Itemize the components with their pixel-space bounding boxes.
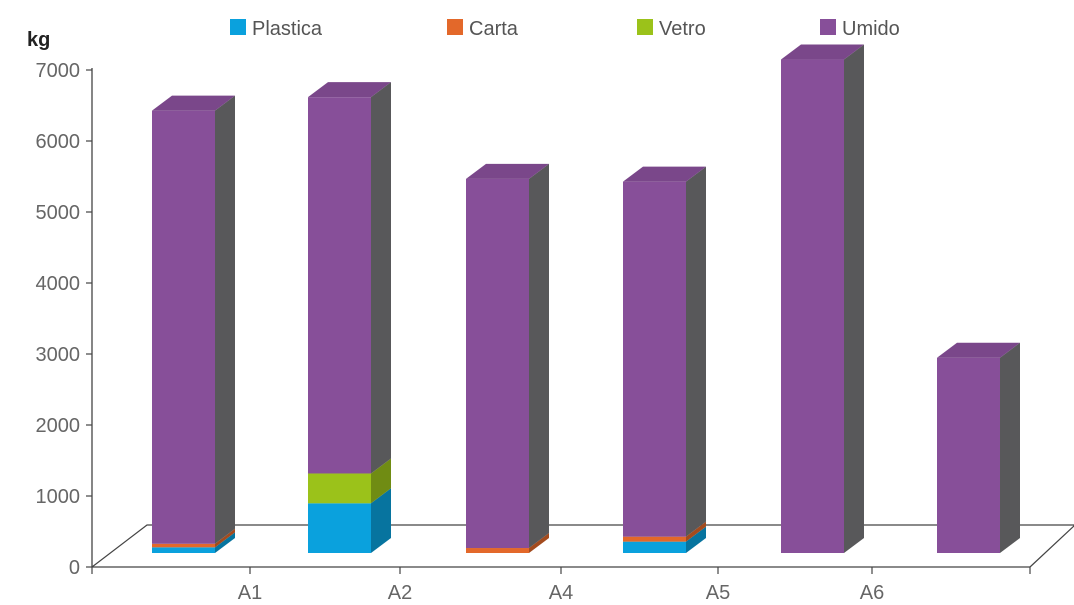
bar-carta-a5 [623, 536, 686, 542]
y-tick-label-4000: 4000 [36, 273, 81, 295]
legend-label-vetro: Vetro [659, 18, 706, 40]
x-tick-label-a6: A6 [860, 582, 884, 604]
bar-umido-col-6 [937, 357, 1000, 553]
y-tick-label-3000: 3000 [36, 344, 81, 366]
x-tick-label-a1: A1 [238, 582, 262, 604]
bar-side-carta-a1 [215, 528, 235, 548]
bar-group-col-6 [937, 342, 1020, 553]
bar-top-umido-col-6 [937, 342, 1020, 358]
bar-side-carta-a5 [686, 521, 706, 542]
legend-swatch-carta [447, 19, 463, 35]
bar-group-a6 [781, 44, 864, 554]
bar-umido-a2 [308, 97, 371, 474]
bar-top-umido-a1 [152, 95, 235, 111]
bar-umido-a4 [466, 178, 529, 549]
bar-group-a4 [466, 163, 549, 553]
bar-group-a1 [152, 95, 235, 553]
x-tick-label-a2: A2 [388, 582, 412, 604]
bars-layer [152, 44, 1020, 554]
bar-side-umido-a5 [686, 166, 706, 537]
x-tick-label-a4: A4 [549, 582, 573, 604]
legend-swatch-umido [820, 19, 836, 35]
bar-vetro-a2 [308, 473, 371, 504]
bar-top-umido-a4 [466, 163, 549, 179]
legend-item-carta: Carta [447, 18, 519, 40]
y-tick-label-5000: 5000 [36, 202, 81, 224]
axis-layer: 0 1000 2000 3000 4000 5000 6000 7000 kg A1 A2 A4 A5 A… [27, 29, 1074, 604]
bar-plastica-a2 [308, 503, 371, 553]
y-tick-label-6000: 6000 [36, 131, 81, 153]
legend: Plastica Carta Vetro Umido [230, 18, 900, 40]
bar-side-umido-a1 [215, 95, 235, 544]
bar-plastica-a5 [623, 541, 686, 553]
bar-side-vetro-a2 [371, 458, 391, 504]
bar-umido-a5 [623, 181, 686, 537]
bar-side-umido-a2 [371, 82, 391, 474]
bar-group-a5 [623, 166, 706, 553]
bar-top-umido-a6 [781, 44, 864, 60]
bar-side-umido-col-6 [1000, 342, 1020, 553]
y-tick-label-0: 0 [69, 557, 80, 579]
bar-group-a2 [308, 82, 391, 553]
y-axis-label: kg [27, 29, 50, 51]
bar-umido-a6 [781, 59, 844, 554]
y-tick-label-7000: 7000 [36, 60, 81, 82]
bar-side-plastica-a5 [686, 526, 706, 553]
bar-umido-a1 [152, 110, 215, 544]
legend-swatch-plastica [230, 19, 246, 35]
bar-top-umido-a2 [308, 82, 391, 98]
bar-side-plastica-a1 [215, 532, 235, 553]
bar-top-umido-a5 [623, 166, 706, 182]
bar-carta-a1 [152, 543, 215, 548]
y-tick-label-1000: 1000 [36, 486, 81, 508]
legend-item-plastica: Plastica [230, 18, 323, 40]
legend-label-plastica: Plastica [252, 18, 323, 40]
legend-item-umido: Umido [820, 18, 900, 40]
legend-swatch-vetro [637, 19, 653, 35]
floor-outline [91, 524, 1074, 568]
y-tick-label-2000: 2000 [36, 415, 81, 437]
bar-side-carta-a4 [529, 533, 549, 553]
legend-label-carta: Carta [469, 18, 519, 40]
legend-item-vetro: Vetro [637, 18, 706, 40]
bar-plastica-a1 [152, 547, 215, 553]
bar-side-umido-a6 [844, 44, 864, 554]
bar-side-umido-a4 [529, 163, 549, 549]
bar-side-plastica-a2 [371, 488, 391, 553]
legend-label-umido: Umido [842, 18, 900, 40]
x-tick-label-a5: A5 [706, 582, 730, 604]
bar-carta-a4 [466, 548, 529, 553]
